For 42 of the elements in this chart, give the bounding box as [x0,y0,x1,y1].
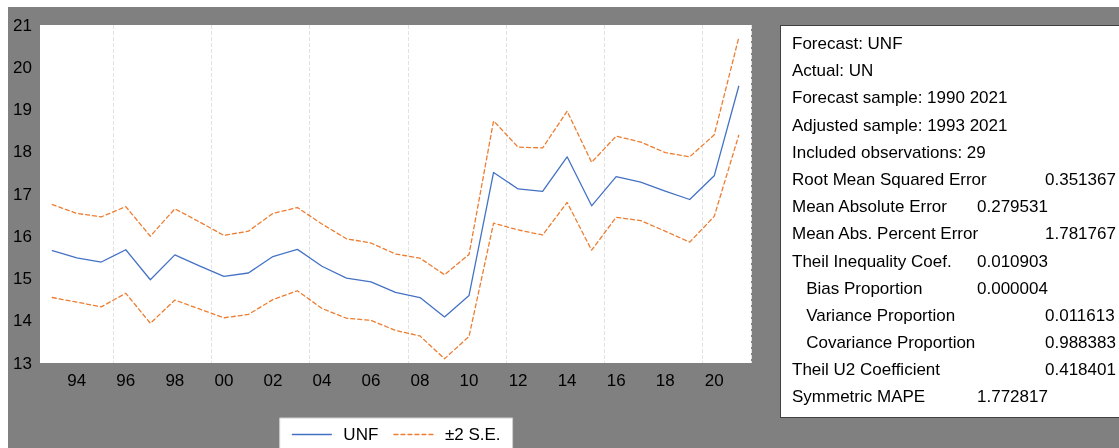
text: Forecast: UNF [792,33,904,55]
text: Variance Proportion 0.011613 [806,305,1115,325]
x-tick-label: 94 [67,371,87,390]
text: Theil U2 Coefficient 0.418401 [792,360,1116,380]
y-tick-label: 21 [13,15,32,35]
y-tick-label: 19 [13,100,32,119]
line-series [51,37,740,276]
line-series [51,134,740,360]
x-tick-label: 18 [655,371,675,390]
x-tick-label: 96 [116,371,136,390]
y-tick-label: 14 [13,311,32,331]
x-tick-label: 20 [704,371,724,390]
text: Included observations: 29 [792,141,987,164]
x-tick-label: 02 [263,371,283,390]
text: Root Mean Squared Error 0.351367 [792,169,1116,189]
text: Adjusted sample: 1993 2021 [792,114,1009,137]
x-tick-label: 12 [508,371,528,390]
text: Mean Abs. Percent Error 1.781767 [792,224,1116,244]
text: Symmetric MAPE 1.772817 [792,387,1048,407]
y-tick-label: 16 [13,226,32,246]
y-tick-label: 17 [13,184,32,204]
x-tick-label: 98 [165,371,185,390]
text: Bias Proportion 0.000004 [806,278,1048,298]
legend-label: ±2 S.E. [444,425,501,444]
line-series [51,85,740,318]
text: Mean Absolute Error 0.279531 [792,197,1048,217]
text: Actual: UN [792,60,875,83]
y-tick-label: 13 [13,353,32,373]
text: Forecast sample: 1990 2021 [792,87,1009,110]
y-tick-label: 18 [13,142,32,162]
y-tick-label: 15 [13,269,32,288]
text: Theil Inequality Coef. 0.010903 [792,251,1048,271]
x-tick-label: 14 [557,371,577,390]
x-tick-label: 16 [606,371,626,390]
text: Covariance Proportion 0.988383 [806,333,1116,353]
x-tick-label: 04 [312,371,332,390]
x-tick-label: 08 [410,371,430,390]
x-tick-label: 10 [459,371,479,390]
y-tick-label: 20 [13,57,32,77]
legend-label: UNF [343,425,379,444]
x-tick-label: 00 [214,371,234,390]
x-tick-label: 06 [361,371,381,390]
